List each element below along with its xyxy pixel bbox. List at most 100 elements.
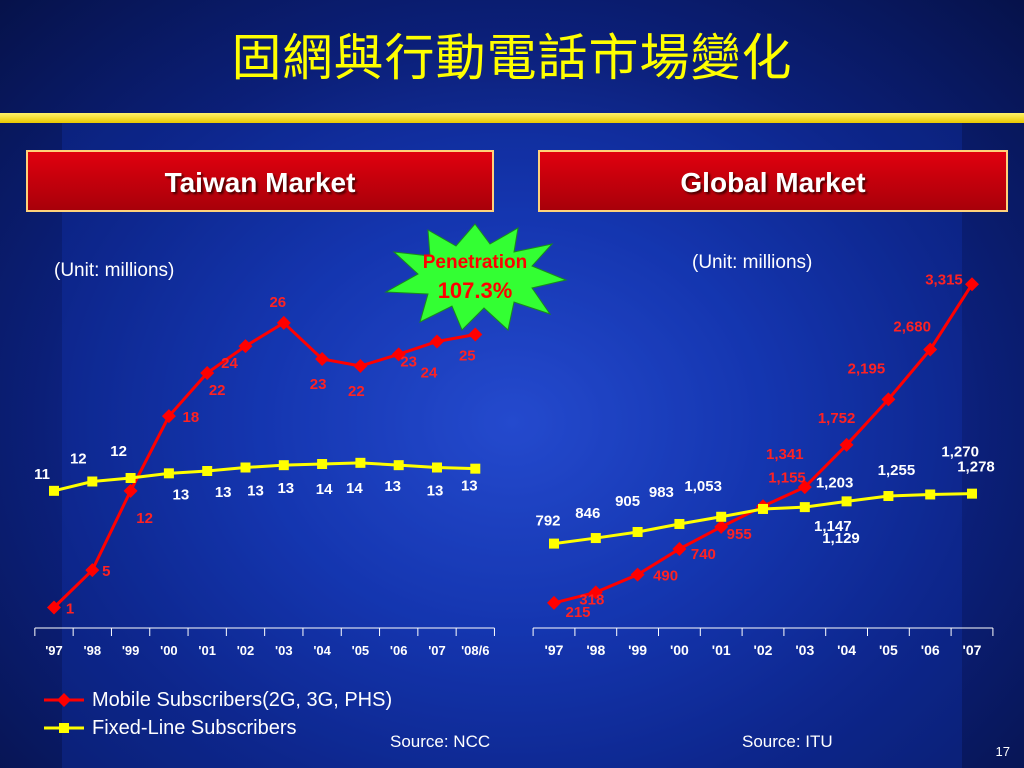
penetration-starburst: Penetration 107.3% bbox=[384, 223, 568, 331]
taiwan-fixed-point bbox=[163, 468, 174, 479]
global-fixed-data-label: 1,270 bbox=[941, 443, 979, 460]
taiwan-fixed-data-label: 13 bbox=[277, 480, 294, 497]
global-mobile-data-label: 1,155 bbox=[768, 469, 806, 486]
taiwan-fixed-point bbox=[125, 473, 136, 483]
global-mobile-data-label: 740 bbox=[691, 546, 716, 563]
taiwan-fixed-data-label: 12 bbox=[70, 451, 87, 468]
taiwan-mobile-point bbox=[276, 315, 291, 330]
global-mobile-point bbox=[547, 595, 561, 610]
global-fixed-point bbox=[674, 518, 685, 529]
taiwan-mobile-data-label: 25 bbox=[459, 348, 476, 365]
taiwan-x-tick-label: '01 bbox=[198, 643, 216, 658]
global-mobile-data-label: 1,752 bbox=[818, 410, 856, 427]
taiwan-mobile-point bbox=[123, 483, 138, 498]
global-mobile-data-label: 955 bbox=[727, 526, 752, 543]
taiwan-x-tick-label: '99 bbox=[122, 643, 140, 658]
global-fixed-data-label: 983 bbox=[649, 484, 674, 501]
taiwan-fixed-data-label: 14 bbox=[316, 481, 333, 498]
global-fixed-point bbox=[590, 533, 601, 544]
taiwan-mobile-point bbox=[161, 409, 176, 424]
global-x-tick-label: '00 bbox=[670, 642, 689, 658]
taiwan-fixed-data-label: 13 bbox=[215, 484, 232, 501]
taiwan-x-tick-label: '08/6 bbox=[461, 643, 489, 658]
taiwan-mobile-point bbox=[430, 334, 444, 349]
taiwan-fixed-point bbox=[49, 485, 59, 496]
taiwan-mobile-data-label: 23 bbox=[400, 353, 417, 370]
taiwan-x-tick-label: '00 bbox=[160, 643, 178, 658]
global-x-tick-label: '02 bbox=[754, 642, 773, 658]
global-x-tick-label: '03 bbox=[795, 642, 814, 658]
taiwan-mobile-data-label: 1 bbox=[66, 601, 74, 618]
legend-item-mobile: Mobile Subscribers(2G, 3G, PHS) bbox=[44, 686, 392, 714]
global-market-header: Global Market bbox=[538, 150, 1008, 212]
global-fixed-point bbox=[799, 502, 810, 513]
global-x-tick-label: '98 bbox=[586, 642, 605, 658]
taiwan-x-tick-label: '03 bbox=[275, 643, 293, 658]
taiwan-fixed-data-label: 13 bbox=[427, 483, 444, 500]
global-mobile-point bbox=[588, 585, 603, 600]
taiwan-fixed-point bbox=[432, 462, 442, 473]
taiwan-mobile-data-label: 18 bbox=[183, 409, 200, 426]
global-fixed-data-label: 792 bbox=[535, 513, 560, 530]
taiwan-fixed-line bbox=[53, 461, 476, 493]
taiwan-fixed-data-label: 11 bbox=[34, 466, 50, 483]
global-fixed-point bbox=[549, 538, 559, 549]
global-mobile-point bbox=[923, 342, 938, 357]
title-underline bbox=[0, 113, 1024, 123]
taiwan-x-tick-label: '04 bbox=[313, 643, 331, 658]
taiwan-mobile-point bbox=[47, 600, 61, 615]
taiwan-fixed-point bbox=[87, 476, 98, 487]
global-mobile-point bbox=[714, 519, 729, 534]
taiwan-fixed-point bbox=[278, 460, 289, 471]
taiwan-source: Source: NCC bbox=[390, 732, 491, 751]
global-mobile-data-label: 2,195 bbox=[848, 360, 886, 377]
starburst-line1: Penetration bbox=[423, 252, 528, 273]
taiwan-x-tick-label: '02 bbox=[237, 643, 255, 658]
global-fixed-point bbox=[758, 503, 768, 514]
legend-item-fixed: Fixed-Line Subscribers bbox=[44, 714, 392, 742]
taiwan-mobile-data-label: 22 bbox=[209, 382, 226, 399]
global-mobile-point bbox=[839, 437, 854, 452]
global-mobile-data-label: 3,315 bbox=[925, 271, 963, 288]
taiwan-fixed-point bbox=[202, 466, 213, 476]
taiwan-fixed-point bbox=[470, 463, 481, 474]
taiwan-fixed-data-label: 13 bbox=[461, 478, 478, 495]
global-mobile-point bbox=[965, 277, 979, 292]
taiwan-mobile-line bbox=[52, 320, 476, 609]
taiwan-fixed-data-label: 12 bbox=[110, 443, 127, 460]
legend: Mobile Subscribers(2G, 3G, PHS) Fixed-Li… bbox=[44, 686, 392, 742]
taiwan-mobile-data-label: 22 bbox=[348, 383, 365, 400]
global-mobile-data-label: 490 bbox=[653, 568, 678, 585]
global-fixed-point bbox=[883, 491, 894, 502]
legend-fixed-label: Fixed-Line Subscribers bbox=[92, 716, 297, 739]
global-x-tick-label: '06 bbox=[921, 642, 940, 658]
taiwan-x-tick-label: '06 bbox=[390, 643, 408, 658]
taiwan-x-tick-label: '05 bbox=[352, 643, 370, 658]
legend-fixed-marker bbox=[44, 723, 84, 733]
global-fixed-data-label: 1,147 bbox=[814, 518, 852, 535]
taiwan-fixed-point bbox=[393, 460, 404, 471]
taiwan-x-tick-label: '07 bbox=[428, 643, 446, 658]
global-mobile-point bbox=[797, 480, 812, 495]
global-mobile-data-label: 2,680 bbox=[893, 319, 931, 336]
taiwan-mobile-data-label: 12 bbox=[136, 510, 153, 527]
taiwan-mobile-data-label: 5 bbox=[102, 563, 110, 580]
taiwan-mobile-data-label: 23 bbox=[310, 376, 327, 393]
taiwan-mobile-point bbox=[315, 352, 330, 366]
starburst-line2: 107.3% bbox=[438, 278, 513, 303]
global-fixed-point bbox=[841, 496, 852, 507]
global-fixed-data-label: 1,129 bbox=[822, 530, 860, 547]
global-fixed-data-label: 1,203 bbox=[816, 474, 854, 491]
taiwan-fixed-data-label: 13 bbox=[173, 486, 190, 503]
global-x-tick-label: '04 bbox=[837, 642, 856, 658]
taiwan-mobile-data-label: 24 bbox=[421, 365, 438, 382]
global-mobile-data-label: 1,341 bbox=[766, 446, 804, 463]
taiwan-mobile-point bbox=[353, 359, 368, 373]
global-fixed-data-label: 846 bbox=[575, 505, 600, 522]
taiwan-market-header: Taiwan Market bbox=[26, 150, 494, 212]
global-x-tick-label: '99 bbox=[628, 642, 647, 658]
global-mobile-point bbox=[881, 392, 896, 407]
taiwan-x-tick-label: '97 bbox=[45, 643, 63, 658]
legend-mobile-marker bbox=[44, 693, 84, 707]
